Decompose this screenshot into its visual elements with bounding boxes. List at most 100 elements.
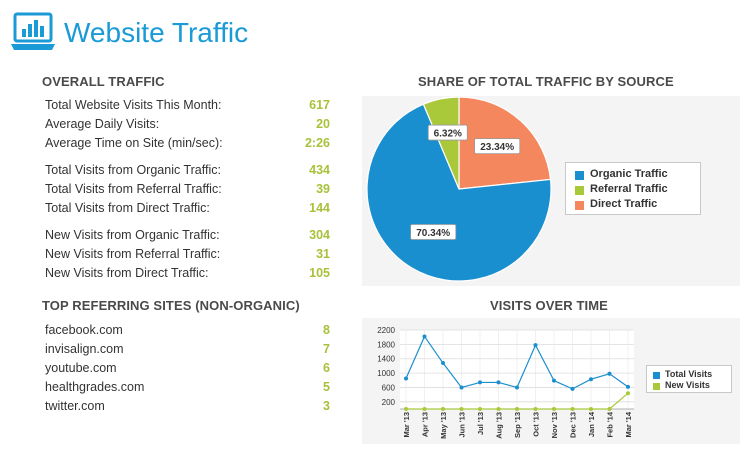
data-point: [607, 407, 612, 411]
legend-item: Referral Traffic: [590, 183, 668, 195]
legend-swatch: [575, 171, 584, 180]
referring-site-row: facebook.com 8: [45, 323, 330, 341]
x-tick-label: Mar '14: [624, 411, 633, 437]
x-tick-label: Feb '14: [606, 411, 615, 437]
stat-value: 105: [309, 266, 330, 280]
legend-item: Organic Traffic: [590, 168, 668, 180]
stat-row: New Visits from Organic Traffic: 304: [45, 228, 330, 246]
data-point: [515, 385, 519, 390]
legend-swatch: [653, 372, 660, 379]
y-tick-label: 2200: [377, 326, 395, 335]
stat-value: 2:26: [304, 136, 330, 150]
referring-site-label: twitter.com: [45, 399, 105, 413]
data-point: [459, 385, 464, 390]
y-tick-label: 600: [382, 383, 396, 392]
referring-site-label: youtube.com: [45, 361, 117, 375]
stat-value: 31: [316, 247, 330, 261]
x-tick-label: Jan '14: [587, 411, 596, 437]
page-title: Website Traffic: [64, 17, 249, 48]
line-chart-panel: 2200 1800 1400 1000 600 200 Mar '13 Apr '13 May …: [362, 318, 740, 444]
stat-row: Total Website Visits This Month: 617: [45, 98, 330, 116]
referring-site-row: invisalign.com 7: [45, 342, 330, 360]
pie-data-label: 6.32%: [427, 124, 468, 141]
referring-site-row: healthgrades.com 5: [45, 380, 330, 398]
legend-item: New Visits: [665, 380, 710, 390]
stat-label: New Visits from Direct Traffic:: [45, 266, 209, 280]
data-point: [607, 371, 612, 376]
legend-swatch: [575, 201, 584, 210]
data-point: [478, 380, 482, 385]
stat-label: Average Time on Site (min/sec):: [45, 136, 223, 150]
x-tick-label: Aug '13: [495, 412, 504, 439]
x-tick-label: Sep '13: [513, 412, 522, 438]
referring-site-row: youtube.com 6: [45, 361, 330, 379]
data-point: [533, 343, 538, 348]
stat-row: Total Visits from Direct Traffic: 144: [45, 201, 330, 219]
line-legend: Total Visits New Visits: [646, 365, 732, 393]
stat-value: 144: [309, 201, 330, 215]
stat-row: Average Daily Visits: 20: [45, 117, 330, 135]
pie-legend: Organic Traffic Referral Traffic Direct Tr…: [565, 162, 701, 215]
stat-row: Total Visits from Referral Traffic: 39: [45, 182, 330, 200]
laptop-chart-icon: [11, 12, 55, 50]
referring-site-value: 5: [323, 380, 330, 394]
y-tick-label: 1000: [377, 369, 395, 378]
pie-data-label: 23.34%: [474, 138, 521, 155]
pie-chart-title: SHARE OF TOTAL TRAFFIC BY SOURCE: [418, 74, 674, 89]
referring-site-label: healthgrades.com: [45, 380, 145, 394]
stat-value: 617: [309, 98, 330, 112]
stat-row: Total Visits from Organic Traffic: 434: [45, 163, 330, 181]
data-point: [404, 376, 408, 381]
overall-traffic-heading: OVERALL TRAFFIC: [42, 74, 165, 89]
x-tick-label: Mar '13: [402, 412, 411, 438]
stat-row: New Visits from Referral Traffic: 31: [45, 247, 330, 265]
data-point: [478, 407, 482, 411]
pie-chart-panel: 70.34% 6.32% 23.34% Organic Traffic Referra…: [362, 96, 740, 286]
data-point: [496, 380, 501, 385]
x-tick-label: Nov '13: [550, 412, 559, 438]
legend-swatch: [575, 186, 584, 195]
svg-text:23.34%: 23.34%: [480, 142, 514, 153]
data-point: [496, 407, 501, 411]
data-point: [422, 334, 427, 339]
stat-value: 434: [309, 163, 330, 177]
top-referring-heading: TOP REFERRING SITES (NON-ORGANIC): [42, 298, 300, 313]
pie-chart: 70.34% 6.32% 23.34%: [366, 96, 552, 282]
stat-value: 20: [316, 117, 330, 131]
data-point: [626, 391, 630, 396]
data-point: [404, 407, 408, 411]
referring-site-value: 3: [323, 399, 330, 413]
referring-site-value: 6: [323, 361, 330, 375]
stat-row: New Visits from Direct Traffic: 105: [45, 266, 330, 284]
data-point: [533, 407, 538, 411]
stat-label: New Visits from Organic Traffic:: [45, 228, 220, 242]
line-chart: 2200 1800 1400 1000 600 200 Mar '13 Apr '13 May …: [377, 326, 634, 439]
stat-label: Total Visits from Organic Traffic:: [45, 163, 221, 177]
data-point: [441, 361, 445, 366]
referring-site-row: twitter.com 3: [45, 399, 330, 417]
x-tick-label: Apr '13: [421, 412, 430, 437]
y-tick-label: 200: [382, 398, 396, 407]
data-point: [552, 378, 556, 383]
data-point: [441, 407, 445, 411]
x-tick-label: Dec '13: [569, 412, 578, 438]
referring-site-label: invisalign.com: [45, 342, 124, 356]
x-tick-label: Oct '13: [532, 412, 541, 437]
pie-data-label: 70.34%: [410, 224, 457, 240]
stat-label: Total Visits from Referral Traffic:: [45, 182, 222, 196]
legend-item: Direct Traffic: [590, 198, 658, 210]
data-point: [459, 407, 464, 411]
svg-text:70.34%: 70.34%: [416, 228, 450, 239]
y-tick-label: 1400: [377, 355, 395, 364]
stat-label: Average Daily Visits:: [45, 117, 160, 131]
data-point: [552, 407, 556, 411]
data-point: [422, 407, 427, 411]
data-point: [626, 384, 630, 389]
svg-text:6.32%: 6.32%: [434, 129, 462, 140]
pie-slice-referral-traffic: [422, 96, 460, 190]
referring-site-label: facebook.com: [45, 323, 123, 337]
data-point: [589, 377, 593, 382]
data-point: [515, 407, 519, 411]
referring-site-value: 8: [323, 323, 330, 337]
stat-label: Total Visits from Direct Traffic:: [45, 201, 210, 215]
